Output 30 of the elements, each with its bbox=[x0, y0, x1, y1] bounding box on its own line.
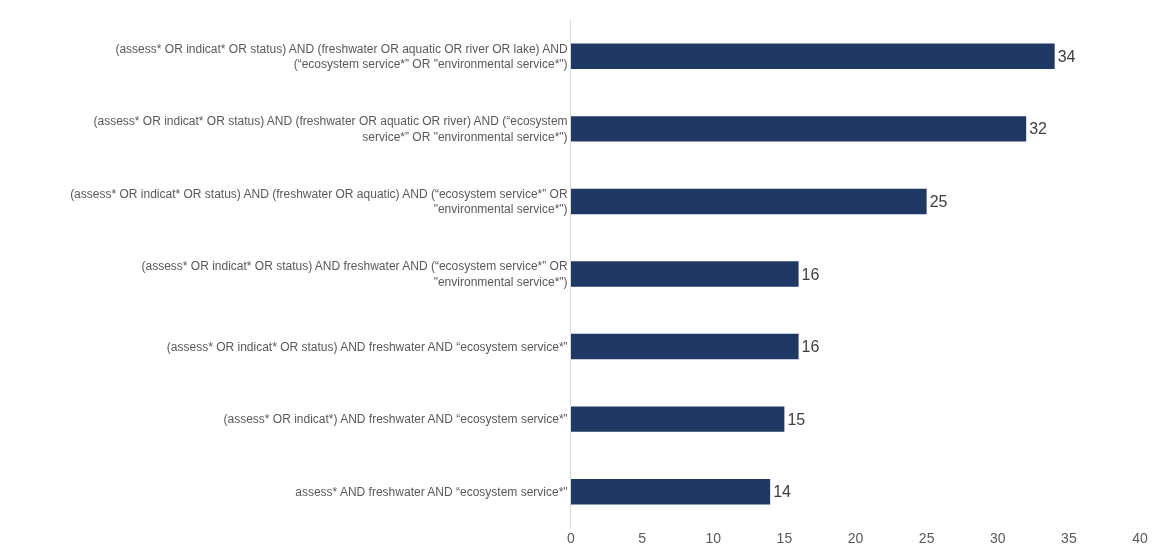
x-tick-label: 5 bbox=[638, 530, 647, 546]
y-tick-label: (assess* OR indicat* OR status) AND freshwater AND (“ecosystem service*” OR "environmental service*") bbox=[141, 259, 568, 289]
bar bbox=[571, 116, 1027, 142]
data-label: 14 bbox=[773, 483, 792, 501]
bar bbox=[571, 188, 927, 215]
y-tick-label: (assess* OR indicat* OR status) AND (freshwater OR aquatic) AND (“ecosystem service*” OR "environmental service*") bbox=[70, 186, 568, 217]
data-label: 32 bbox=[1029, 120, 1048, 138]
bar bbox=[571, 333, 799, 360]
y-tick-label: (assess* OR indicat* OR status) AND freshwater AND “ecosystem service*” bbox=[166, 339, 568, 354]
x-tick-label: 15 bbox=[776, 530, 793, 546]
x-tick-label: 30 bbox=[989, 530, 1006, 546]
data-label: 15 bbox=[787, 410, 806, 428]
x-tick-label: 40 bbox=[1132, 530, 1148, 546]
y-tick-label: (assess* OR indicat*) AND freshwater AND “ecosystem service*” bbox=[223, 412, 568, 427]
data-label: 16 bbox=[801, 338, 820, 356]
x-tick-label: 20 bbox=[847, 530, 864, 546]
data-label: 16 bbox=[801, 265, 820, 283]
data-label: 34 bbox=[1057, 47, 1076, 65]
data-label: 25 bbox=[929, 192, 948, 210]
x-tick-label: 25 bbox=[918, 530, 935, 546]
x-tick-label: 10 bbox=[705, 530, 722, 546]
bar bbox=[571, 479, 771, 505]
y-tick-label: (assess* OR indicat* OR status) AND (freshwater OR aquatic OR river OR lake) AND (“ecosystem service*” OR "environmental service*") bbox=[115, 41, 568, 72]
bar bbox=[571, 406, 785, 432]
x-tick-label: 35 bbox=[1061, 530, 1077, 546]
x-tick-label: 0 bbox=[567, 530, 576, 546]
bar bbox=[571, 43, 1055, 69]
y-tick-label: (assess* OR indicat* OR status) AND (freshwater OR aquatic OR river) AND (“ecosystem service*” OR "environmental service*") bbox=[93, 114, 568, 144]
bar bbox=[571, 261, 799, 287]
y-tick-label: assess* AND freshwater AND “ecosystem service*" bbox=[295, 484, 568, 499]
